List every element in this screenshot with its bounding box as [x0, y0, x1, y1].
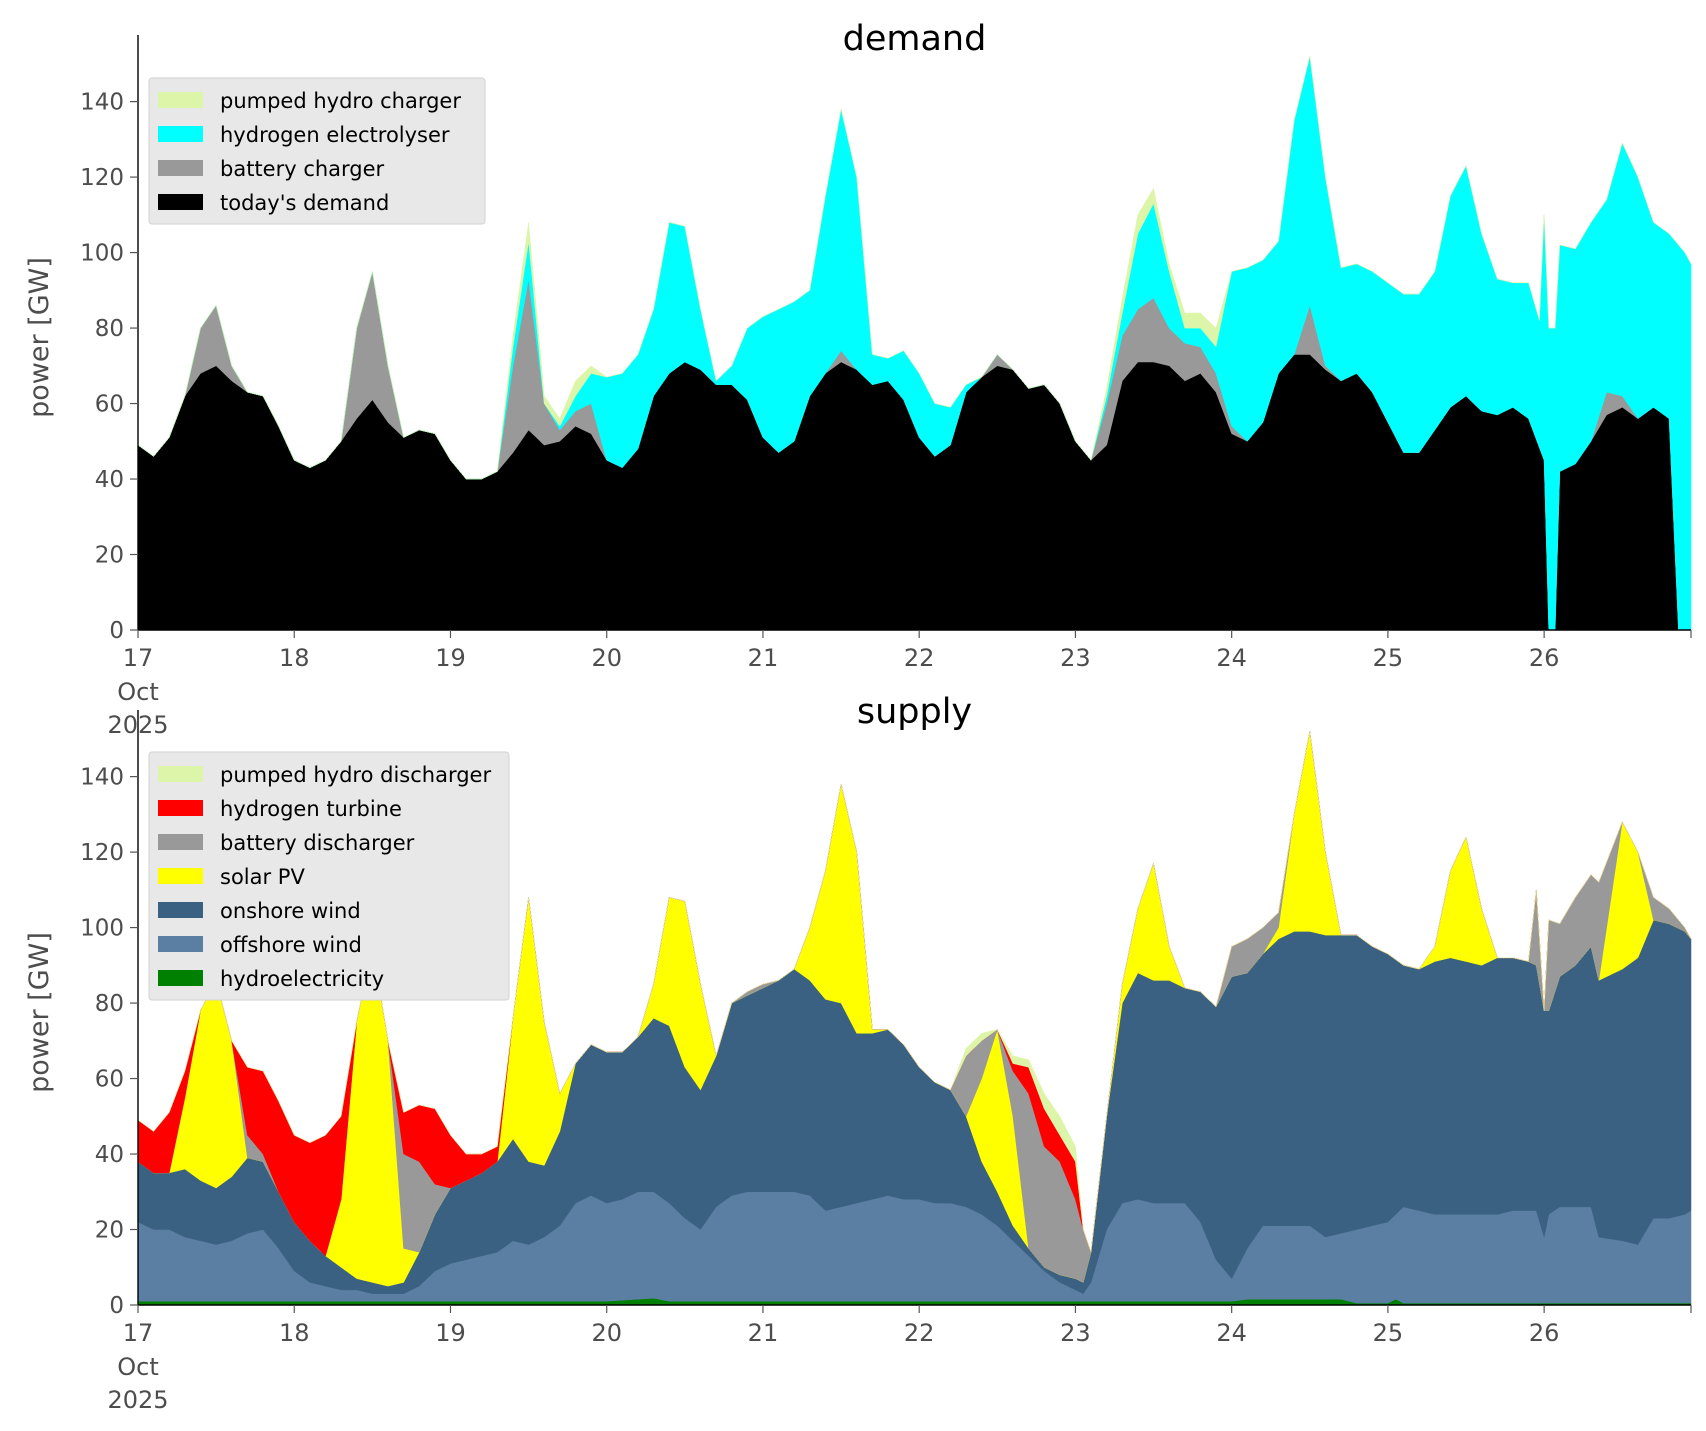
area-pumped-hydro-charger — [137, 56, 1692, 480]
x-tick-label: 25 — [1373, 644, 1404, 672]
y-tick-label: 40 — [95, 467, 124, 493]
y-tick-label: 20 — [95, 1218, 124, 1244]
x-tick-label: 18 — [279, 1319, 310, 1347]
x-tick-label: 19 — [435, 1319, 466, 1347]
y-axis-label: power [GW] — [24, 932, 55, 1093]
x-tick-label: 17 — [123, 1319, 154, 1347]
x-tick-label: 23 — [1060, 1319, 1091, 1347]
y-tick-label: 120 — [80, 165, 124, 191]
x-tick-label: 21 — [748, 644, 779, 672]
y-axis-label: power [GW] — [24, 257, 55, 418]
x-tick-label: 19 — [435, 644, 466, 672]
y-tick-label: 60 — [95, 1067, 124, 1093]
legend-label-onshore-wind: onshore wind — [220, 899, 361, 923]
x-tick-sublabel: Oct — [117, 678, 159, 706]
y-tick-label: 140 — [80, 90, 124, 116]
x-tick-label: 21 — [748, 1319, 779, 1347]
x-tick-label: 24 — [1216, 644, 1247, 672]
legend-label-hydroelectricity: hydroelectricity — [220, 967, 384, 991]
y-tick-label: 140 — [80, 765, 124, 791]
legend-box — [148, 77, 486, 225]
area-series-group — [137, 731, 1692, 1306]
legend-swatch-pumped-hydro-discharger — [158, 766, 203, 782]
legend-swatch-today-s-demand — [158, 194, 203, 210]
legend: pumped hydro discharger hydrogen turbine b… — [148, 751, 510, 1001]
x-tick-label: 20 — [591, 1319, 622, 1347]
x-tick-label: 23 — [1060, 644, 1091, 672]
legend-swatch-hydroelectricity — [158, 970, 203, 986]
y-tick-label: 0 — [109, 618, 124, 644]
legend-swatch-hydrogen-electrolyser — [158, 126, 203, 142]
x-tick-sublabel: Oct — [117, 1353, 159, 1381]
legend-box — [148, 751, 510, 1001]
y-tick-label: 80 — [95, 316, 124, 342]
legend-swatch-onshore-wind — [158, 902, 203, 918]
x-tick-label: 25 — [1373, 1319, 1404, 1347]
supply-panel: 0 20 40 60 80 100 120 140 17 Oct 2025 18 19 20 21 22 23 2… — [24, 692, 1692, 1414]
legend-label-pumped-hydro-charger: pumped hydro charger — [220, 89, 461, 113]
x-tick-sublabel: 2025 — [107, 1386, 168, 1414]
legend-swatch-offshore-wind — [158, 936, 203, 952]
legend-label-offshore-wind: offshore wind — [220, 933, 362, 957]
area-pumped-hydro-discharger — [137, 731, 1692, 1253]
y-tick-label: 0 — [109, 1293, 124, 1319]
legend: pumped hydro charger hydrogen electrolyse… — [148, 77, 486, 225]
legend-swatch-battery-discharger — [158, 834, 203, 850]
legend-swatch-solar-pv — [158, 868, 203, 884]
legend-label-today-s-demand: today's demand — [220, 191, 389, 215]
legend-label-battery-charger: battery charger — [220, 157, 385, 181]
y-tick-label: 80 — [95, 991, 124, 1017]
legend-label-hydrogen-turbine: hydrogen turbine — [220, 797, 402, 821]
chart-title: supply — [857, 692, 972, 732]
x-tick-label: 20 — [591, 644, 622, 672]
legend-label-pumped-hydro-discharger: pumped hydro discharger — [220, 763, 491, 787]
chart-title: demand — [843, 19, 987, 59]
legend-swatch-hydrogen-turbine — [158, 800, 203, 816]
legend-label-solar-pv: solar PV — [220, 865, 305, 889]
x-tick-label: 18 — [279, 644, 310, 672]
x-tick-label: 22 — [904, 1319, 935, 1347]
y-tick-label: 100 — [80, 916, 124, 942]
area-series-group — [137, 56, 1692, 631]
y-tick-label: 20 — [95, 543, 124, 569]
legend-swatch-pumped-hydro-charger — [158, 92, 203, 108]
legend-label-battery-discharger: battery discharger — [220, 831, 415, 855]
x-tick-label: 17 — [123, 644, 154, 672]
y-tick-label: 60 — [95, 392, 124, 418]
legend-label-hydrogen-electrolyser: hydrogen electrolyser — [220, 123, 450, 147]
legend-swatch-battery-charger — [158, 160, 203, 176]
x-tick-label: 26 — [1529, 644, 1560, 672]
y-tick-label: 120 — [80, 840, 124, 866]
y-tick-label: 100 — [80, 241, 124, 267]
x-tick-label: 26 — [1529, 1319, 1560, 1347]
y-tick-label: 40 — [95, 1142, 124, 1168]
x-tick-label: 22 — [904, 644, 935, 672]
x-tick-label: 24 — [1216, 1319, 1247, 1347]
